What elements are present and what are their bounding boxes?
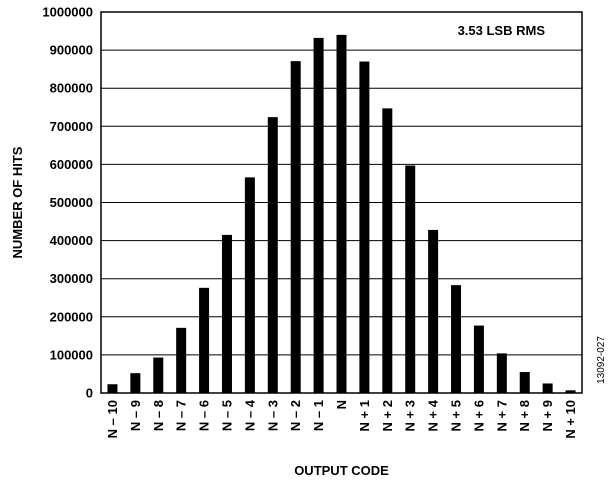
x-tick-label: N – 5 [219,400,234,431]
x-tick-labels: N – 10 N – 9 N – 8 N – 7 N – 6 N – 5 N – 4 N – … [105,399,578,438]
y-tick-labels: 0 100000 200000 300000 400000 500000 600000 700… [42,5,93,401]
y-tick-label: 300000 [50,271,93,286]
x-tick-label: N – 8 [151,400,166,431]
y-tick-label: 200000 [50,309,93,324]
bar [428,229,439,393]
x-tick-label: N + 2 [380,400,395,431]
x-tick-label: N + 3 [403,400,418,431]
bar [244,177,255,393]
x-axis-title: OUTPUT CODE [294,463,389,478]
x-tick-label: N – 4 [242,399,257,431]
rms-annotation: 3.53 LSB RMS [458,23,546,38]
y-tick-label: 0 [86,386,93,401]
y-tick-label: 500000 [50,195,93,210]
x-tick-label: N + 4 [426,399,441,431]
x-tick-label: N – 1 [311,400,326,431]
y-tick-label: 700000 [50,119,93,134]
bar [153,357,164,393]
y-tick-label: 900000 [50,43,93,58]
bar [221,234,232,393]
bar [451,285,462,393]
x-tick-label: N – 9 [128,400,143,431]
x-tick-label: N – 3 [265,400,280,431]
y-axis-title: NUMBER OF HITS [10,146,25,258]
x-tick-label: N + 7 [494,400,509,431]
x-tick-label: N + 6 [471,400,486,431]
y-tick-label: 800000 [50,81,93,96]
x-tick-label: N – 7 [174,400,189,431]
bar [130,373,141,393]
bar [313,37,324,394]
y-tick-label: 1000000 [42,5,93,20]
x-tick-label: N – 2 [288,400,303,431]
x-tick-label: N – 10 [105,400,120,438]
bar [405,165,416,393]
bar [107,384,118,393]
bars [107,34,576,394]
figure-id: 13092-027 [596,336,607,384]
bar [565,390,576,393]
x-tick-label: N + 8 [517,400,532,431]
y-tick-label: 600000 [50,157,93,172]
bar [519,372,530,393]
x-tick-label: N + 1 [357,400,372,431]
x-tick-label: N + 10 [563,400,578,439]
bar [542,383,553,393]
bar [176,327,187,393]
bar [359,61,370,393]
bar [382,108,393,393]
x-tick-label: N + 5 [449,400,464,431]
bar [199,287,210,393]
bar [336,34,347,394]
bar [473,325,484,393]
x-tick-label: N – 6 [197,400,212,431]
bar [267,117,278,393]
bar [496,353,507,393]
x-tick-label: N + 9 [540,400,555,431]
bar [290,61,301,394]
y-tick-label: 100000 [50,347,93,362]
x-tick-label: N [334,400,349,409]
plot-frame [100,11,583,394]
y-tick-label: 400000 [50,233,93,248]
